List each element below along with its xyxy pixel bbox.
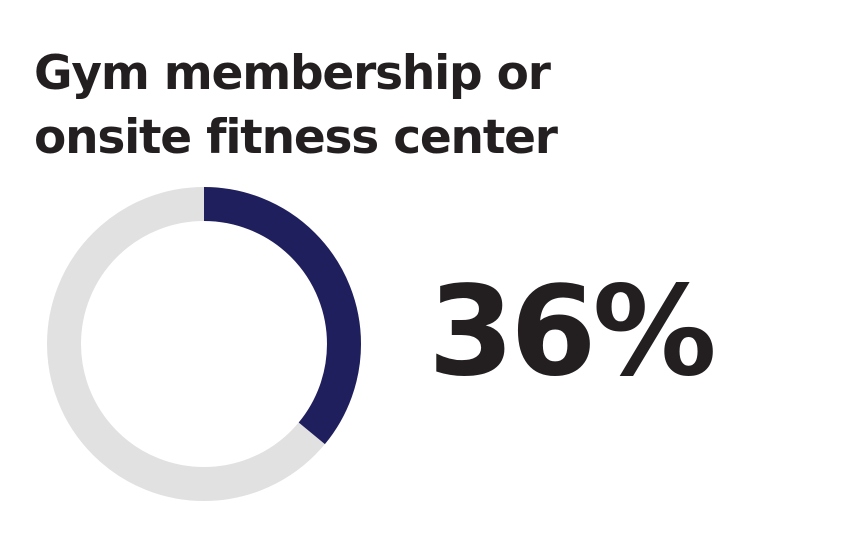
- donut-slice-highlight: [47, 187, 361, 501]
- donut-chart-svg: [47, 187, 361, 501]
- chart-title-line-1: Gym membership or: [34, 46, 551, 101]
- donut-chart: [47, 187, 361, 501]
- percentage-value: 36%: [428, 260, 717, 404]
- chart-title: Gym membership or onsite fitness center: [34, 42, 794, 170]
- chart-title-line-2: onsite fitness center: [34, 110, 558, 165]
